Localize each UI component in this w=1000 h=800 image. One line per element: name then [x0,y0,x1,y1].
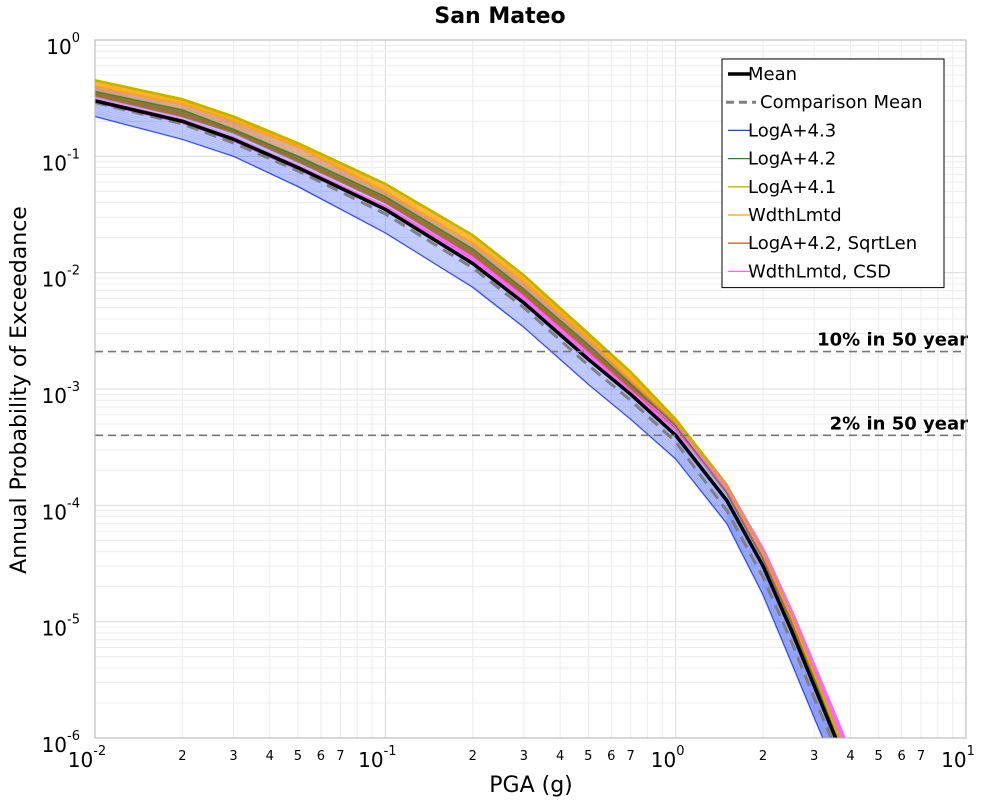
x-tick-label: 101 [941,744,975,772]
x-minor-tick-label: 5 [874,749,882,764]
branch-curve [95,90,840,738]
branch-curve [95,111,827,738]
x-tick-label: 10-2 [68,744,106,772]
x-minor-tick-label: 2 [759,749,767,764]
branch-curve [95,103,832,738]
x-minor-tick-label: 3 [810,749,818,764]
x-minor-tick-label: 3 [229,749,237,764]
x-minor-tick-label: 7 [627,749,635,764]
legend-label-comparison-mean: Comparison Mean [760,92,923,113]
x-minor-tick-label: 5 [584,749,592,764]
legend-box [721,58,945,289]
legend-label-loga-4-2-sqrtlen: LogA+4.2, SqrtLen [748,233,917,254]
series-line-wdthlmtd [95,85,840,738]
x-tick-label: 10-1 [358,744,396,772]
series-line-loga-4-3 [95,116,824,738]
x-minor-tick-label: 4 [556,749,564,764]
x-axis-label: PGA (g) [489,773,573,798]
legend-label-wdthlmtd: WdthLmtd [748,205,842,226]
x-minor-tick-label: 6 [897,749,905,764]
y-tick-label: 10-4 [42,496,80,524]
branch-curve [95,92,838,738]
y-tick-label: 10-1 [42,147,80,175]
chart-title: San Mateo [434,4,565,29]
branch-curve [95,113,826,738]
y-tick-label: 10-6 [42,729,80,757]
y-tick-label: 10-3 [42,380,80,408]
y-tick-label: 10-2 [42,264,80,292]
x-minor-tick-label: 2 [469,749,477,764]
series-line-loga-4-2-sqrtlen [95,95,840,738]
x-minor-tick-label: 7 [336,749,344,764]
reference-line-label: 2% in 50 year [830,413,968,434]
x-minor-tick-label: 4 [846,749,854,764]
x-minor-tick-label: 2 [178,749,186,764]
y-axis-label: Annual Probability of Exceedance [7,206,32,574]
branch-curve [95,88,840,738]
x-minor-tick-label: 6 [317,749,325,764]
x-minor-tick-label: 3 [520,749,528,764]
plot-area-frame [94,39,967,739]
x-minor-tick-label: 6 [607,749,615,764]
series-line-loga-4-1 [95,79,841,738]
x-minor-tick-label: 5 [294,749,302,764]
x-minor-tick-label: 7 [917,749,925,764]
reference-line-label: 10% in 50 year [817,330,968,351]
x-minor-tick-label: 4 [266,749,274,764]
legend: Mean Comparison Mean LogA+4.3 LogA+4.2 LogA+… [721,58,945,289]
branch-curve [95,106,830,738]
grid [94,40,966,739]
legend-label-wdthlmtd-csd: WdthLmtd, CSD [748,261,891,282]
legend-label-loga-4-1: LogA+4.1 [748,177,836,198]
legend-label-loga-4-2: LogA+4.2 [748,149,836,170]
branch-curve [95,110,828,738]
series-line-mean [95,99,838,738]
y-tick-label: 100 [46,31,80,59]
legend-label-mean: Mean [748,64,797,85]
reference-lines: 10% in 50 year 2% in 50 year [95,330,968,437]
legend-label-loga-4-3: LogA+4.3 [748,120,836,141]
x-tick-label: 100 [651,744,685,772]
y-tick-label: 10-5 [42,613,80,641]
branch-curve [95,108,829,738]
series-lines [95,79,846,738]
